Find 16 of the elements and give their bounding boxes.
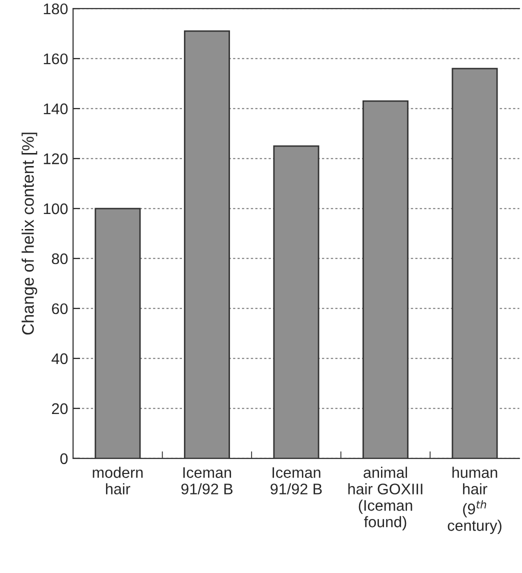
x-tick-label: Iceman 91/92 B: [270, 467, 322, 494]
y-tick-label: 180: [44, 3, 68, 14]
y-tick-label: 60: [52, 303, 68, 314]
y-axis-title: Change of helix content [%]: [22, 132, 38, 335]
y-tick-label: 80: [52, 253, 68, 264]
y-tick-label: 100: [44, 203, 68, 214]
x-tick-label: modern hair: [92, 466, 143, 494]
y-tick-label: 140: [44, 103, 68, 114]
y-tick-label: 160: [44, 53, 68, 64]
x-tick-label: animal hair GOXIII (Iceman found): [348, 466, 422, 530]
x-tick-label: Iceman 91/92 B: [181, 467, 232, 494]
y-tick-label: 40: [52, 353, 68, 364]
y-tick-label: 20: [52, 403, 68, 414]
x-tick-label: human hair (9$^{th}$ century): [448, 466, 502, 534]
y-tick-label: 0: [60, 453, 68, 464]
y-tick-label: 120: [44, 153, 68, 164]
